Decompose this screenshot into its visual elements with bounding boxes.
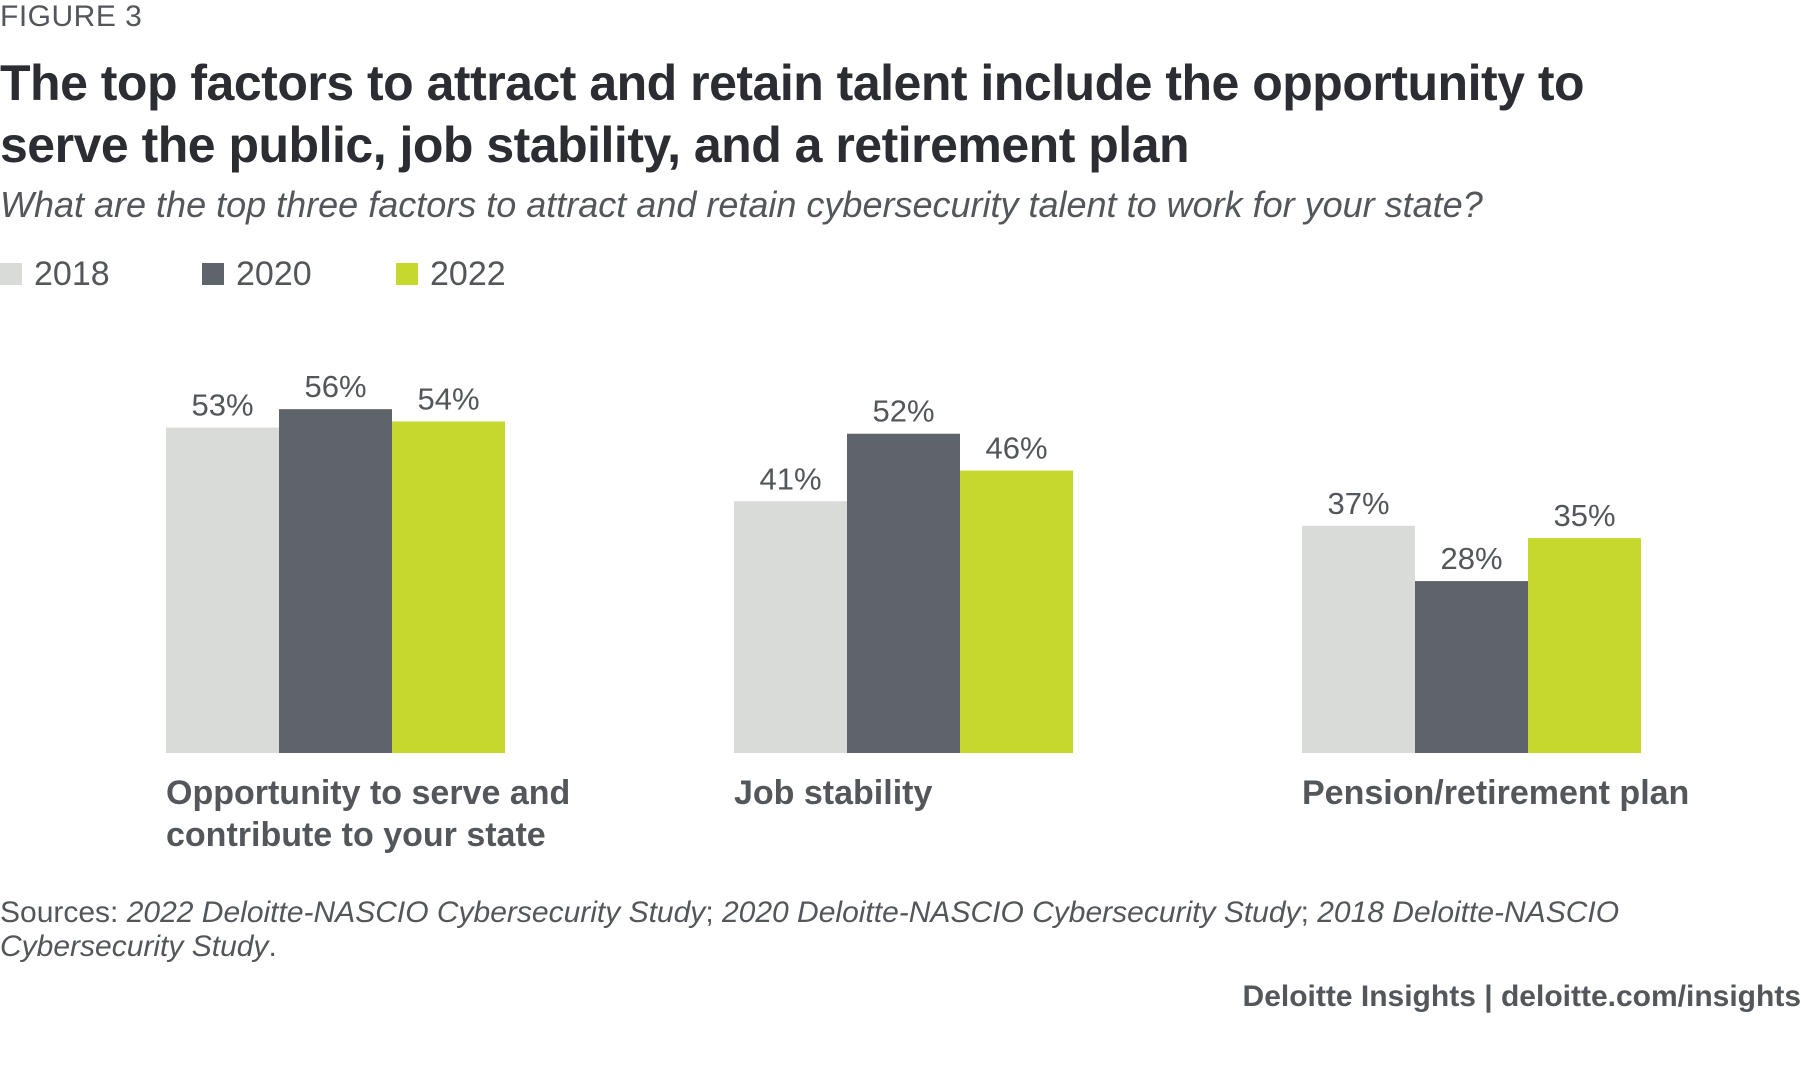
data-label-2018-cat3: 37% bbox=[1327, 486, 1389, 521]
footer-url-link[interactable]: deloitte.com/insights bbox=[1500, 980, 1801, 1013]
sources-suffix: . bbox=[268, 930, 277, 963]
bar-chart: 53% 56% 54% Opportunity to serve and contrib… bbox=[166, 369, 1689, 854]
footer-credit: Deloitte Insights | deloitte.com/insight… bbox=[1243, 980, 1801, 1014]
data-label-2022-cat2: 46% bbox=[985, 431, 1047, 466]
data-label-2022-cat1: 54% bbox=[417, 381, 479, 416]
category-label-1-line-2: contribute to your state bbox=[166, 816, 546, 854]
data-label-2022-cat3: 35% bbox=[1553, 498, 1615, 533]
data-label-2020-cat3: 28% bbox=[1440, 541, 1502, 576]
bar-2020-cat2 bbox=[847, 433, 960, 753]
bar-2018-cat3 bbox=[1302, 525, 1415, 753]
bar-2018-cat2 bbox=[734, 501, 847, 753]
sources-prefix: Sources: bbox=[0, 896, 127, 929]
legend-item-2018: 2018 bbox=[0, 254, 110, 294]
data-label-2018-cat1: 53% bbox=[191, 388, 253, 423]
footer-separator: | bbox=[1475, 980, 1501, 1013]
legend-item-2020: 2020 bbox=[202, 254, 312, 294]
bar-2020-cat1 bbox=[279, 409, 392, 753]
legend-label-2020: 2020 bbox=[236, 254, 312, 293]
bar-2018-cat1 bbox=[166, 427, 279, 753]
legend-item-2022: 2022 bbox=[396, 254, 506, 294]
footer-brand: Deloitte Insights bbox=[1242, 980, 1476, 1013]
legend-swatch-2020 bbox=[202, 263, 224, 285]
figure-label: FIGURE 3 bbox=[0, 0, 143, 33]
legend-label-2018: 2018 bbox=[34, 254, 110, 293]
source-study-2022: 2022 Deloitte-NASCIO Cybersecurity Study bbox=[126, 896, 706, 929]
legend-label-2022: 2022 bbox=[430, 254, 506, 293]
bar-2022-cat1 bbox=[392, 421, 505, 753]
chart-subtitle: What are the top three factors to attrac… bbox=[0, 184, 1483, 225]
bar-2022-cat2 bbox=[960, 470, 1073, 753]
source-study-2018: 2018 Deloitte-NASCIO Cybersecurity Study bbox=[0, 896, 1620, 963]
legend-swatch-2018 bbox=[0, 263, 22, 285]
legend-swatch-2022 bbox=[396, 263, 418, 285]
data-label-2020-cat1: 56% bbox=[304, 369, 366, 404]
category-label-3-line-1: Pension/retirement plan bbox=[1302, 774, 1689, 812]
data-label-2018-cat2: 41% bbox=[759, 461, 821, 496]
category-label-2-line-1: Job stability bbox=[734, 774, 932, 812]
source-study-2020: 2020 Deloitte-NASCIO Cybersecurity Study bbox=[721, 896, 1301, 929]
sources-sep-2: ; bbox=[1300, 896, 1318, 929]
bar-2022-cat3 bbox=[1528, 538, 1641, 753]
category-label-1-line-1: Opportunity to serve and bbox=[166, 774, 570, 812]
sources-sep-1: ; bbox=[705, 896, 722, 929]
data-label-2020-cat2: 52% bbox=[872, 394, 934, 429]
bar-2020-cat3 bbox=[1415, 581, 1528, 753]
sources-note: Sources: 2022 Deloitte-NASCIO Cybersecur… bbox=[0, 896, 1640, 964]
chart-title: The top factors to attract and retain ta… bbox=[0, 55, 1585, 173]
